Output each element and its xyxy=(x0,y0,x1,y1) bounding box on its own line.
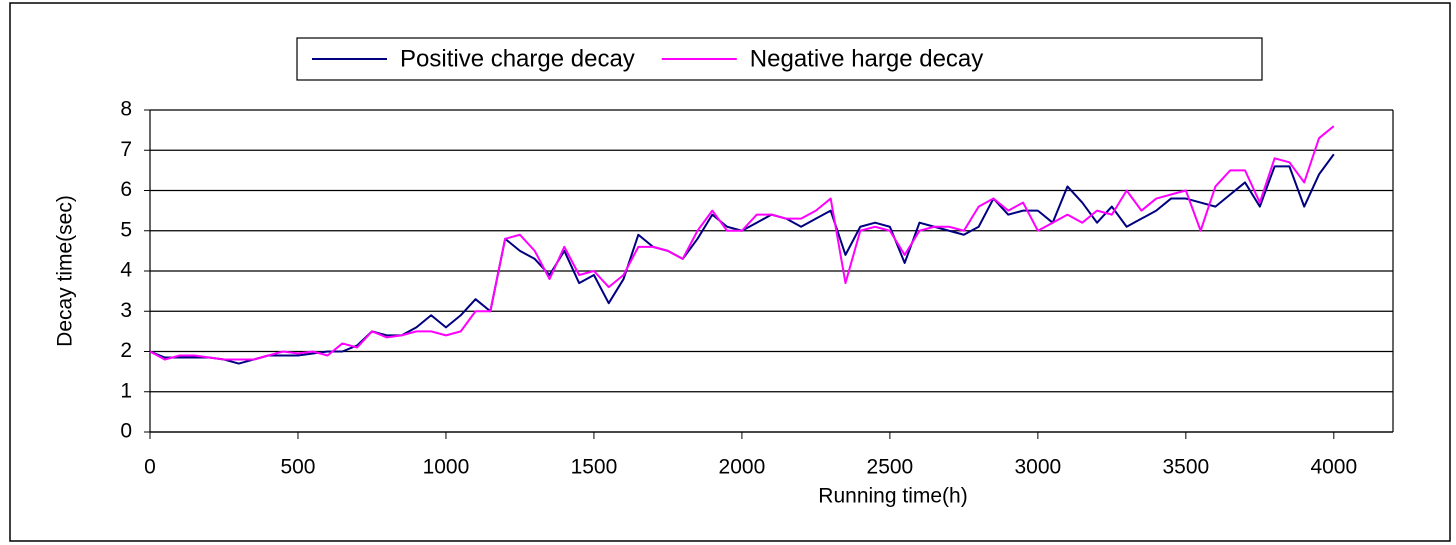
y-axis-label: Decay time(sec) xyxy=(54,195,77,347)
x-tick-label: 1500 xyxy=(571,456,618,479)
y-tick-label: 4 xyxy=(120,259,132,282)
x-tick-label: 4000 xyxy=(1310,456,1357,479)
x-tick-label: 0 xyxy=(144,456,156,479)
x-tick-label: 3500 xyxy=(1162,456,1209,479)
x-tick-label: 2500 xyxy=(867,456,914,479)
series-line xyxy=(149,125,1335,361)
y-tick-label: 0 xyxy=(120,420,132,443)
y-tick-label: 1 xyxy=(120,379,132,402)
y-tick-label: 7 xyxy=(120,138,132,161)
y-tick-label: 3 xyxy=(120,299,132,322)
x-tick-label: 500 xyxy=(280,456,315,479)
y-tick-label: 6 xyxy=(120,178,132,201)
x-tick-label: 3000 xyxy=(1014,456,1061,479)
y-tick-label: 8 xyxy=(120,98,132,121)
x-tick-label: 2000 xyxy=(719,456,766,479)
legend-label: Negative harge decay xyxy=(750,45,983,72)
legend-box xyxy=(296,37,1263,81)
x-tick-label: 1000 xyxy=(423,456,470,479)
y-tick-label: 5 xyxy=(120,218,132,241)
legend-label: Positive charge decay xyxy=(400,45,635,72)
x-axis-label: Running time(h) xyxy=(818,485,967,508)
y-tick-label: 2 xyxy=(120,339,132,362)
